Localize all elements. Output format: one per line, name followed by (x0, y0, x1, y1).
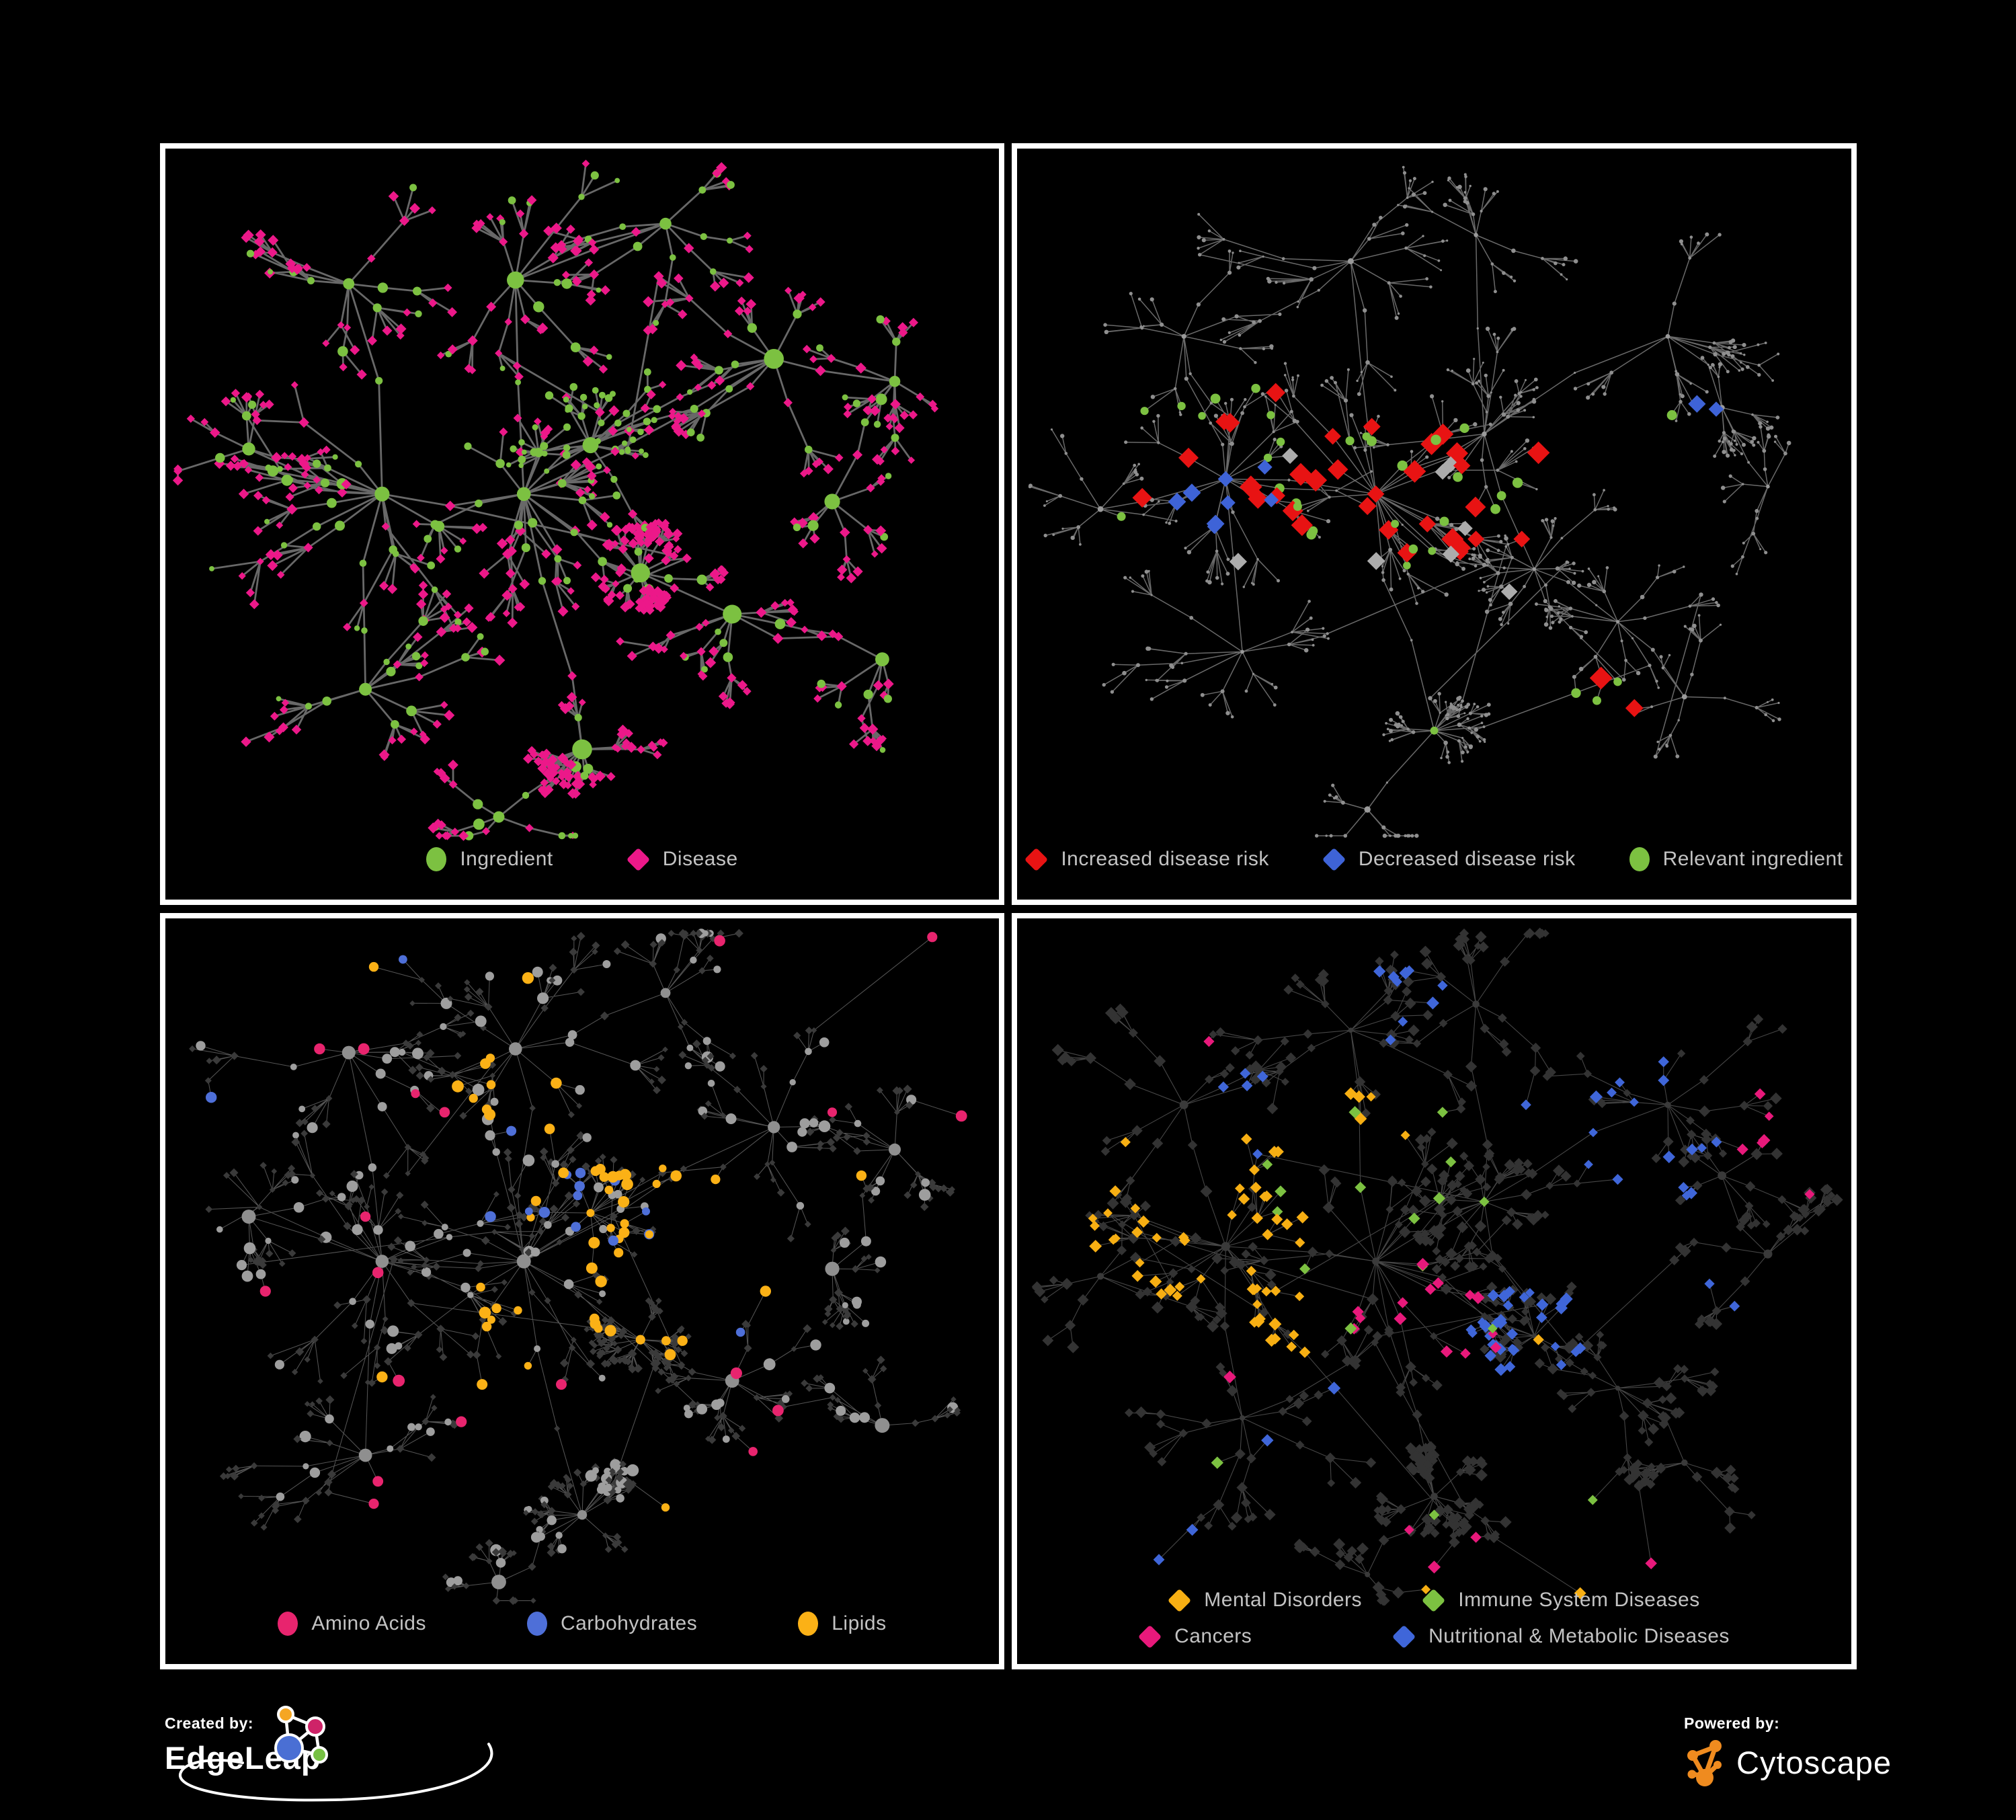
legend-item-mental-disorders: Mental Disorders (1168, 1588, 1422, 1612)
powered-by-label: Powered by: (1684, 1714, 1780, 1732)
network-panel-disease-risk: Increased disease risk Decreased disease … (1012, 143, 1857, 905)
cytoscape-wordmark: Cytoscape (1736, 1744, 1892, 1780)
cytoscape-logo-icon (1687, 1740, 1722, 1786)
legend-label: Nutritional & Metabolic Diseases (1428, 1625, 1730, 1647)
diamond-marker-icon (626, 847, 650, 871)
legend-label: Carbohydrates (560, 1612, 698, 1634)
circle-marker-icon (526, 1612, 547, 1636)
legend: Mental Disorders Immune System Diseases Ca… (1017, 1588, 1851, 1649)
legend-row: Cancers Nutritional & Metabolic Diseases (1137, 1624, 1730, 1649)
legend-item-amino-acids: Amino Acids (278, 1612, 426, 1636)
diamond-marker-icon (1024, 847, 1049, 871)
legend-row: Increased disease risk Decreased disease … (1024, 847, 1843, 871)
network-edges (1029, 167, 1789, 836)
legend-item-ingredient: Ingredient (426, 847, 553, 871)
legend-label: Cancers (1174, 1625, 1252, 1647)
legend-row: Amino Acids Carbohydrates Lipids (278, 1612, 886, 1636)
legend-row: Mental Disorders Immune System Diseases (1168, 1588, 1700, 1612)
legend-label: Increased disease risk (1061, 848, 1269, 870)
legend-label: Immune System Diseases (1458, 1589, 1700, 1611)
diamond-marker-icon (1137, 1624, 1162, 1649)
legend-item-increased-disease-risk: Increased disease risk (1024, 847, 1269, 871)
legend-row: Ingredient Disease (426, 847, 737, 871)
network-panel-disease-categories: Mental Disorders Immune System Diseases Ca… (1012, 913, 1857, 1669)
diamond-marker-icon (1422, 1588, 1446, 1612)
network-graph (1031, 927, 1843, 1606)
edgeleap-logo-icon (274, 1706, 328, 1764)
network-nodes (1031, 927, 1843, 1606)
legend-item-nutritional-metabolic-diseases: Nutritional & Metabolic Diseases (1392, 1624, 1730, 1649)
cytoscape-brand: Powered by: Cytoscape (1684, 1714, 1966, 1815)
legend-label: Amino Acids (311, 1612, 426, 1634)
network-graph (172, 159, 939, 841)
circle-marker-icon (798, 1612, 819, 1636)
circle-marker-icon (278, 1612, 298, 1636)
network-nodes (189, 928, 967, 1606)
created-by-label: Created by: (165, 1714, 254, 1732)
legend-item-decreased-disease-risk: Decreased disease risk (1322, 847, 1576, 871)
network-nodes (1028, 165, 1791, 838)
network-edges (192, 933, 962, 1601)
circle-marker-icon (426, 847, 447, 871)
legend: Increased disease risk Decreased disease … (1017, 847, 1851, 871)
legend-label: Mental Disorders (1204, 1589, 1363, 1611)
network-graph (1028, 165, 1791, 838)
legend-label: Ingredient (460, 848, 553, 870)
diamond-marker-icon (1392, 1624, 1416, 1649)
legend-item-disease: Disease (626, 847, 738, 871)
network-panel-ingredient-disease: Ingredient Disease (160, 143, 1004, 905)
network-nodes (172, 159, 939, 841)
edgeleap-brand: Created by: EdgeLeap (165, 1706, 581, 1819)
legend-label: Decreased disease risk (1358, 848, 1576, 870)
legend-item-relevant-ingredient: Relevant ingredient (1629, 847, 1843, 871)
legend: Ingredient Disease (165, 847, 999, 871)
network-panel-nutrient-classes: Amino Acids Carbohydrates Lipids (160, 913, 1004, 1669)
legend-item-carbohydrates: Carbohydrates (526, 1612, 698, 1636)
legend-item-cancers: Cancers (1137, 1624, 1393, 1649)
legend-label: Disease (662, 848, 738, 870)
legend: Amino Acids Carbohydrates Lipids (165, 1612, 999, 1636)
legend-item-lipids: Lipids (798, 1612, 886, 1636)
legend-item-immune-system-diseases: Immune System Diseases (1422, 1588, 1700, 1612)
network-graph (189, 928, 967, 1606)
legend-label: Relevant ingredient (1662, 848, 1843, 870)
edgeleap-wordmark: EdgeLeap (165, 1740, 321, 1776)
legend-label: Lipids (832, 1612, 887, 1634)
edgeleap-swoosh-icon (179, 1743, 493, 1802)
diamond-marker-icon (1168, 1588, 1192, 1612)
circle-marker-icon (1629, 847, 1650, 871)
diamond-marker-icon (1322, 847, 1346, 871)
